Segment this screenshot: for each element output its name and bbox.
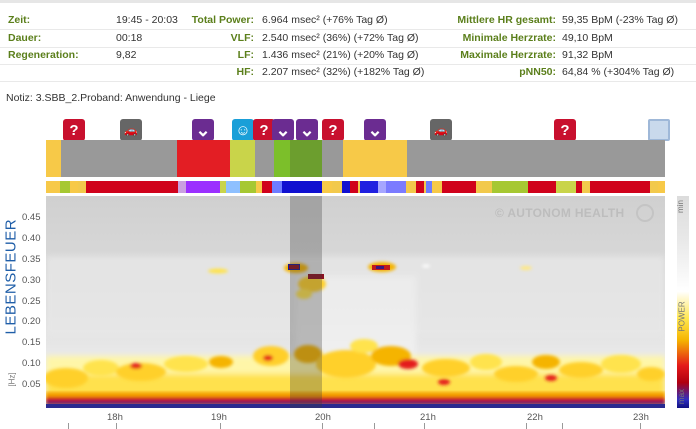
colorbar-power-label: POWER <box>677 301 687 332</box>
stat-value: 49,10 BpM <box>562 32 613 44</box>
chevron-marker-3[interactable]: ⌄ <box>296 119 318 147</box>
x-tick-mark <box>526 423 527 429</box>
y-tick-label: 0.15 <box>22 337 41 349</box>
x-tick-label: 21h <box>420 412 436 423</box>
chevron-down-icon: ⌄ <box>299 120 315 140</box>
head-icon: ☺ <box>235 121 251 139</box>
chevron-down-icon: ⌄ <box>195 120 211 140</box>
y-tick-label: 0.30 <box>22 274 41 286</box>
stat-value: 2.540 msec² (36%) (+72% Tag Ø) <box>262 32 419 44</box>
y-tick-label: 0.20 <box>22 316 41 328</box>
y-axis-title: LEBENSFEUER <box>2 218 20 335</box>
autonom-logo-icon <box>636 204 654 222</box>
stat-value: 1.436 msec² (21%) (+20% Tag Ø) <box>262 49 419 61</box>
stat-value: 64,84 % (+304% Tag Ø) <box>562 66 675 78</box>
y-tick-label: 0.35 <box>22 253 41 265</box>
colorbar-min-label: min <box>675 200 685 213</box>
y-tick-label: 0.25 <box>22 295 41 307</box>
stat-value: 59,35 BpM (-23% Tag Ø) <box>562 14 678 26</box>
stat-value: 2.207 msec² (32%) (+182% Tag Ø) <box>262 66 425 78</box>
spectrogram-svg <box>46 196 665 408</box>
x-tick-mark <box>68 423 69 429</box>
x-tick-mark <box>562 423 563 429</box>
stat-value: 6.964 msec² (+76% Tag Ø) <box>262 14 388 26</box>
stats-row: Regeneration: 9,82 LF: 1.436 msec² (21%) (+… <box>0 46 696 65</box>
x-tick-label: 23h <box>633 412 649 423</box>
chevron-down-icon: ⌄ <box>367 120 383 140</box>
question-icon: ? <box>560 121 570 139</box>
activity-timeline[interactable] <box>46 140 665 177</box>
car-icon: 🚗 <box>124 124 138 137</box>
x-tick-label: 18h <box>107 412 123 423</box>
stat-label: HF: <box>236 66 255 78</box>
question-icon: ? <box>69 121 79 139</box>
stat-value: 19:45 - 20:03 <box>116 14 178 26</box>
question-icon: ? <box>328 121 338 139</box>
car-marker-2[interactable]: 🚗 <box>430 119 452 147</box>
stat-label: Maximale Herzrate: <box>460 49 556 61</box>
stat-label: VLF: <box>230 32 254 44</box>
x-tick-mark <box>116 423 117 429</box>
colorbar-max-label: max <box>677 388 687 405</box>
stat-label: Regeneration: <box>8 49 79 61</box>
stat-label: Dauer: <box>8 32 42 44</box>
y-tick-label: 0.10 <box>22 358 41 370</box>
stats-row: HF: 2.207 msec² (32%) (+182% Tag Ø) pNN50:… <box>0 63 696 82</box>
watermark-text: © AUTONOM HEALTH <box>495 206 625 220</box>
stat-value: 9,82 <box>116 49 137 61</box>
x-tick-label: 19h <box>211 412 227 423</box>
stat-value: 91,32 BpM <box>562 49 613 61</box>
y-tick-label: 0.40 <box>22 232 41 244</box>
x-tick-mark <box>640 423 641 429</box>
stat-label: Mittlere HR gesamt: <box>457 14 556 26</box>
y-tick-label: 0.45 <box>22 212 41 223</box>
spectrogram-chart[interactable] <box>46 196 665 408</box>
x-tick-mark <box>374 423 375 429</box>
note-text: Notiz: 3.SBB_2.Proband: Anwendung - Lieg… <box>6 92 216 104</box>
y-tick-label: 0.05 <box>22 379 41 390</box>
x-tick-mark <box>322 423 323 429</box>
x-tick-label: 22h <box>527 412 543 423</box>
x-tick-label: 20h <box>315 412 331 423</box>
stat-label: Zeit: <box>8 14 31 26</box>
power-colorbar <box>677 196 689 408</box>
stats-row: Zeit: 19:45 - 20:03 Total Power: 6.964 msec… <box>0 11 696 30</box>
activity-color-strip <box>46 181 665 193</box>
stat-label: Total Power: <box>191 14 254 26</box>
stat-label: LF: <box>237 49 254 61</box>
stats-row: Dauer: 00:18 VLF: 2.540 msec² (36%) (+72% T… <box>0 29 696 48</box>
stat-value: 00:18 <box>116 32 143 44</box>
car-icon: 🚗 <box>434 124 448 137</box>
stat-label: Minimale Herzrate: <box>462 32 556 44</box>
x-tick-mark <box>220 423 221 429</box>
question-icon: ? <box>259 121 269 139</box>
x-tick-mark <box>424 423 425 429</box>
stat-label: pNN50: <box>519 66 556 78</box>
top-divider <box>0 0 696 3</box>
y-axis-unit: [Hz] <box>7 372 17 387</box>
chevron-down-icon: ⌄ <box>275 120 291 140</box>
